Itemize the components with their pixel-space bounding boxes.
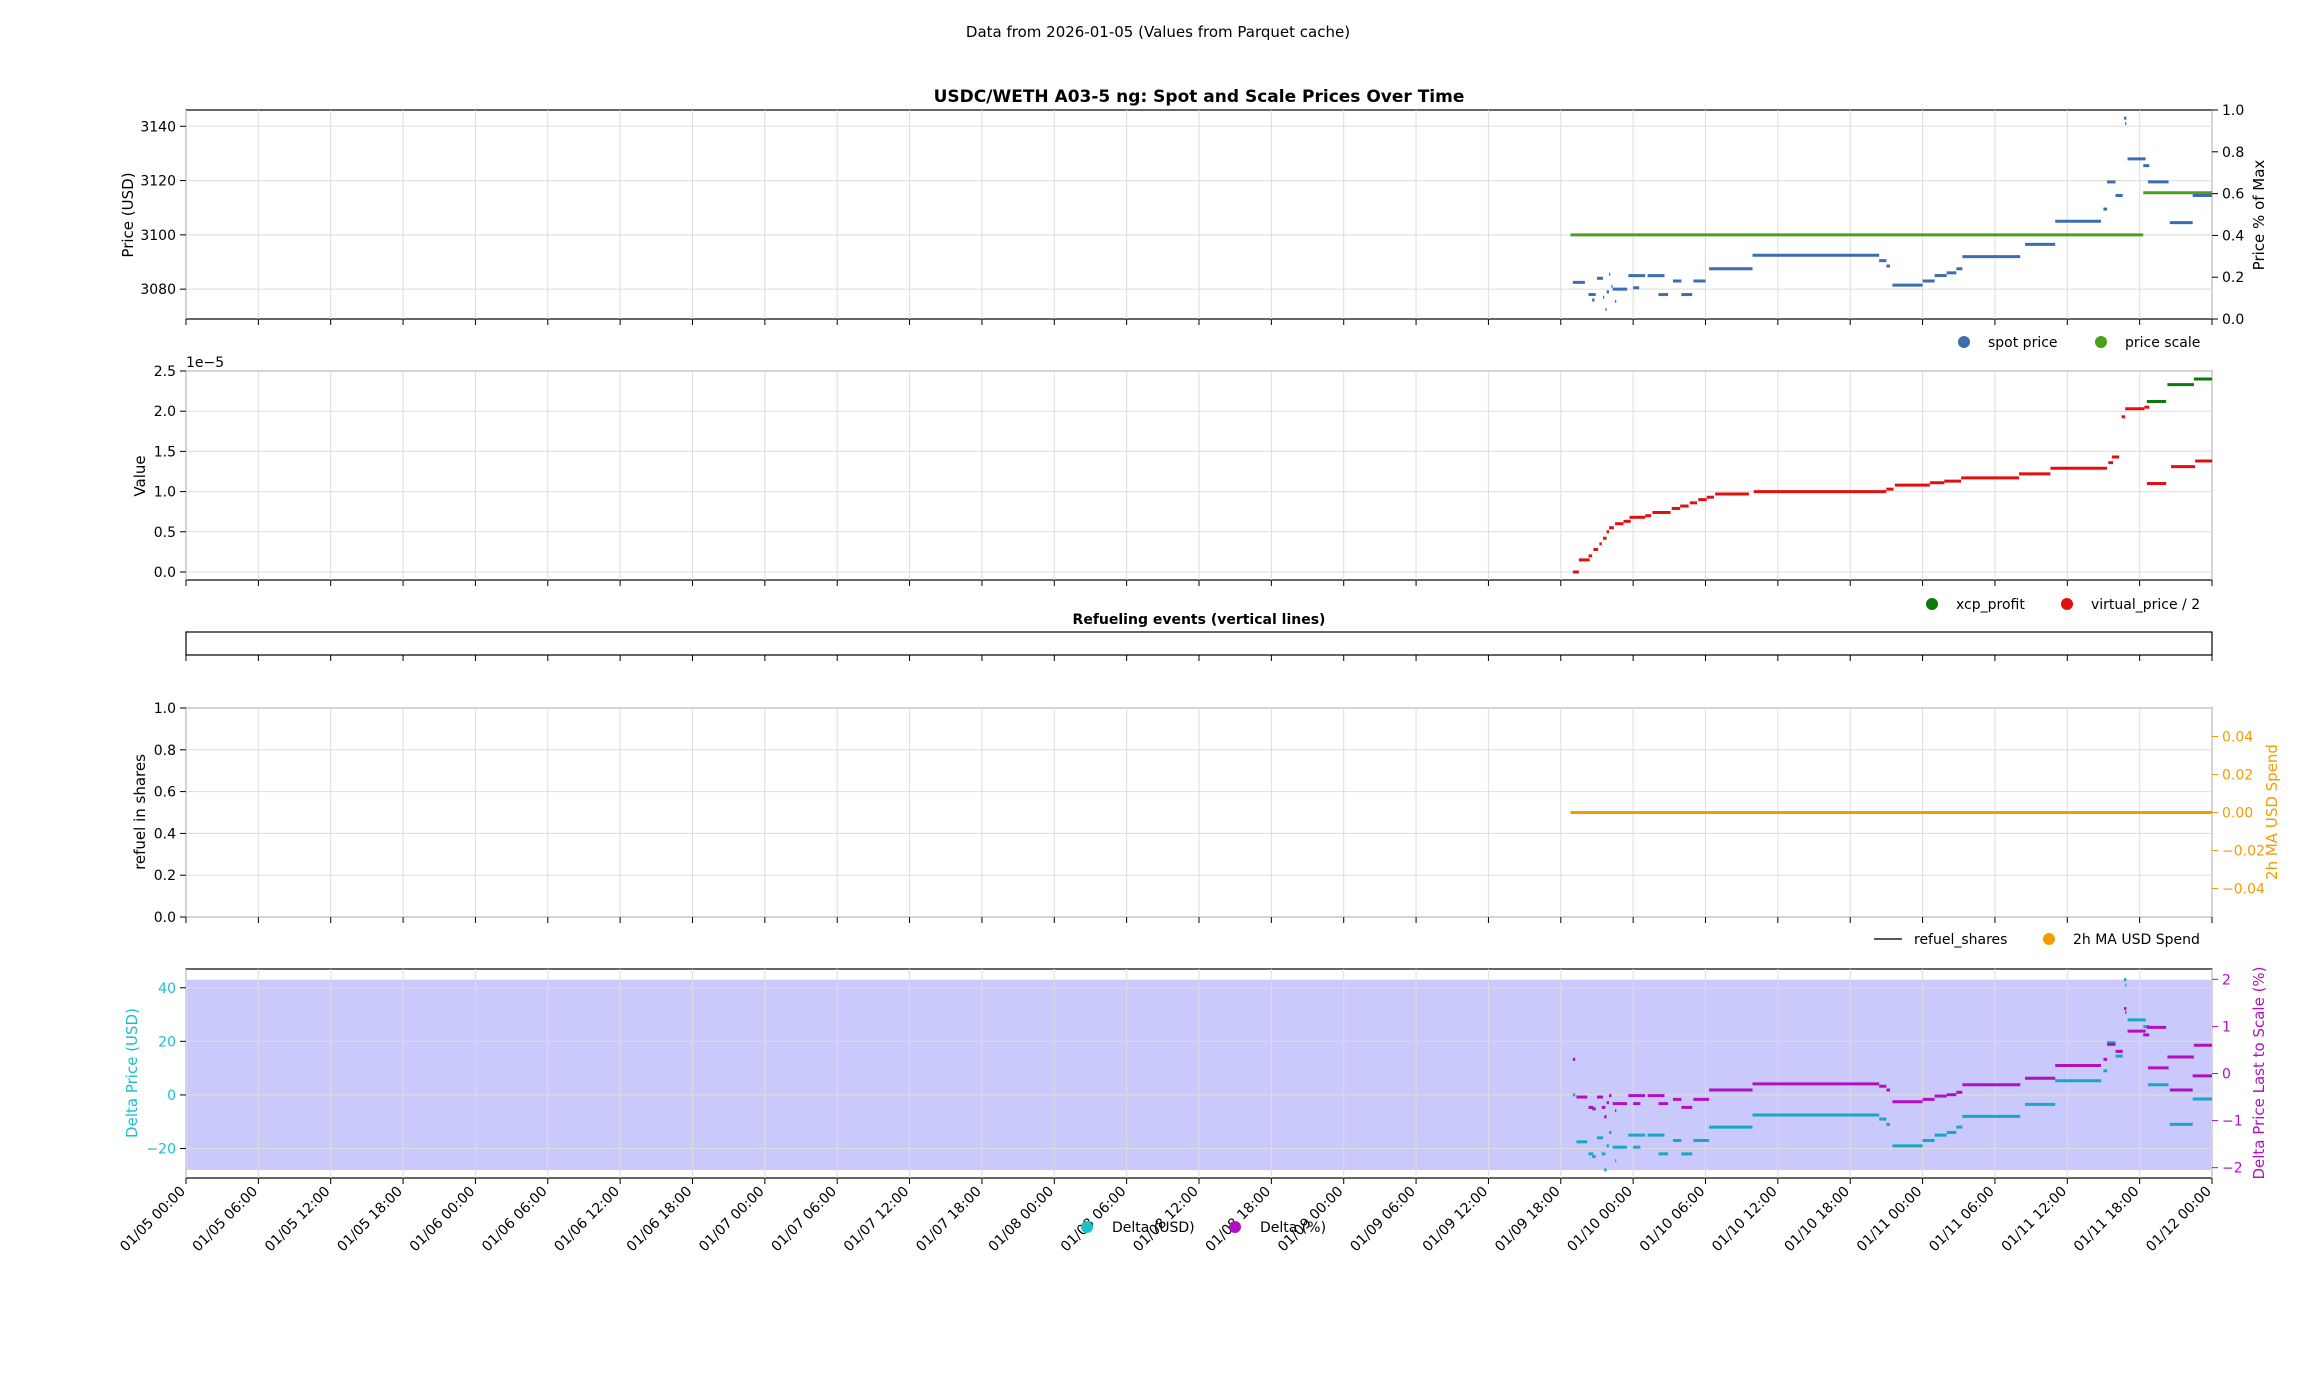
x-tick-label: 01/05 00:00 [117, 1184, 189, 1256]
delta-y-right-label: Delta Price Last to Scale (%) [2250, 966, 2268, 1179]
y-right-tick-label: 0.02 [2222, 768, 2253, 784]
y-right-tick-label: 1.0 [2222, 103, 2244, 119]
y-right-tick-label: 0.00 [2222, 806, 2253, 822]
x-tick-label: 01/05 06:00 [190, 1184, 262, 1256]
y-right-tick-label: −0.04 [2222, 882, 2265, 898]
legend-marker-price-scale [2095, 336, 2107, 348]
delta-y-label: Delta Price (USD) [123, 1008, 141, 1138]
legend-marker-xcp-profit [1926, 598, 1938, 610]
refuel-panel: 0.0 0.2 0.4 0.6 0.8 1.0 −0.04 −0.02 0.00 0.02 0.04… [131, 701, 2281, 948]
y-right-tick-label: 0.04 [2222, 730, 2253, 746]
x-tick-label: 01/05 18:00 [334, 1184, 406, 1256]
y-tick-label: 2.0 [154, 404, 176, 420]
x-tick-label: 01/11 18:00 [2071, 1184, 2143, 1256]
refuel-legend: refuel_shares 2h MA USD Spend [1874, 932, 2200, 948]
price-panel: 3080 3100 3120 3140 0.0 0.2 0.4 0.6 0.8 1.0 USDC/… [119, 87, 2268, 351]
y-tick-label: 0.6 [154, 785, 176, 801]
x-tick-label: 01/07 18:00 [913, 1184, 985, 1256]
x-tick-label: 01/10 18:00 [1782, 1184, 1854, 1256]
x-tick-label: 01/10 06:00 [1637, 1184, 1709, 1256]
x-tick-label: 01/09 12:00 [1420, 1184, 1492, 1256]
legend-label-delta-usd: Delta (USD) [1112, 1220, 1195, 1236]
legend-label-xcp-profit: xcp_profit [1956, 597, 2025, 613]
y-tick-label: 1.0 [154, 701, 176, 717]
price-legend: spot price price scale [1958, 335, 2200, 351]
legend-marker-delta-pct [1229, 1221, 1241, 1233]
x-tick-label: 01/07 00:00 [696, 1184, 768, 1256]
price-chart-title: USDC/WETH A03-5 ng: Spot and Scale Price… [934, 87, 1465, 107]
x-tick-label: 01/06 00:00 [407, 1184, 479, 1256]
legend-label-refuel-shares: refuel_shares [1914, 932, 2007, 948]
legend-label-virtual-price: virtual_price / 2 [2091, 597, 2200, 613]
y-right-tick-label: 0.0 [2222, 312, 2244, 328]
x-tick-label: 01/06 18:00 [624, 1184, 696, 1256]
x-tick-label: 01/06 12:00 [551, 1184, 623, 1256]
refuel-events-panel: Refueling events (vertical lines) [185, 612, 2213, 661]
y-tick-label: 40 [158, 981, 176, 997]
y-tick-label: 0.5 [154, 525, 176, 541]
y-right-tick-label: 0.8 [2222, 145, 2244, 161]
legend-marker-usd-spend [2043, 933, 2055, 945]
y-right-tick-label: −1 [2222, 1114, 2243, 1130]
y-right-tick-label: 2 [2222, 972, 2231, 988]
value-y-label: Value [131, 455, 149, 496]
legend-label-delta-pct: Delta (%) [1260, 1220, 1326, 1236]
y-right-tick-label: 1 [2222, 1019, 2231, 1035]
x-tick-label: 01/06 06:00 [479, 1184, 551, 1256]
legend-marker-spot-price [1958, 336, 1970, 348]
legend-marker-delta-usd [1081, 1221, 1093, 1233]
value-panel: 0.0 0.5 1.0 1.5 2.0 2.5 1e−5 Value xcp_profit… [131, 355, 2213, 613]
legend-marker-virtual-price [2061, 598, 2073, 610]
x-tick-label: 01/11 12:00 [1999, 1184, 2071, 1256]
y-right-tick-label: −2 [2222, 1161, 2243, 1177]
x-tick-label: 01/11 06:00 [1926, 1184, 1998, 1256]
y-tick-label: 3140 [140, 119, 176, 135]
x-tick-label: 01/11 00:00 [1854, 1184, 1926, 1256]
delta-legend: Delta (USD) Delta (%) [1081, 1220, 1326, 1236]
y-tick-label: 0.8 [154, 743, 176, 759]
x-tick-label: 01/07 06:00 [769, 1184, 841, 1256]
spend-y-right-label: 2h MA USD Spend [2263, 744, 2281, 880]
refuel-events-plot-area [185, 631, 2213, 656]
y-tick-label: −20 [146, 1142, 176, 1158]
price-y-label: Price (USD) [119, 172, 137, 257]
y-tick-label: 0.2 [154, 868, 176, 884]
x-tick-label: 01/10 00:00 [1564, 1184, 1636, 1256]
y-tick-label: 20 [158, 1034, 176, 1050]
delta-panel: −20 0 20 40 −2 −1 0 1 2 Delta Price (USD) Delta … [117, 966, 2268, 1255]
x-tick-label: 01/10 12:00 [1709, 1184, 1781, 1256]
refuel-events-title: Refueling events (vertical lines) [1073, 612, 1326, 628]
y-tick-label: 3100 [140, 228, 176, 244]
x-tick-label: 01/09 06:00 [1347, 1184, 1419, 1256]
y-tick-label: 0.4 [154, 826, 176, 842]
legend-label-spot-price: spot price [1988, 335, 2058, 351]
y-tick-label: 0 [167, 1088, 176, 1104]
y-tick-label: 1.0 [154, 485, 176, 501]
y-tick-label: 1.5 [154, 444, 176, 460]
y-tick-label: 2.5 [154, 364, 176, 380]
legend-label-price-scale: price scale [2125, 335, 2200, 351]
price-y-right-label: Price % of Max [2250, 160, 2268, 271]
y-tick-label: 0.0 [154, 910, 176, 926]
y-tick-label: 3080 [140, 282, 176, 298]
x-tick-label: 01/07 12:00 [841, 1184, 913, 1256]
legend-label-usd-spend: 2h MA USD Spend [2073, 932, 2200, 948]
figure-subtitle: Data from 2026-01-05 (Values from Parque… [966, 23, 1350, 41]
y-right-tick-label: −0.02 [2222, 844, 2265, 860]
y-right-tick-label: 0.4 [2222, 228, 2244, 244]
x-tick-label: 01/05 12:00 [262, 1184, 334, 1256]
x-tick-label: 01/09 18:00 [1492, 1184, 1564, 1256]
y-right-tick-label: 0.2 [2222, 270, 2244, 286]
value-offset-text: 1e−5 [186, 355, 224, 371]
y-right-tick-label: 0 [2222, 1067, 2231, 1083]
y-right-tick-label: 0.6 [2222, 187, 2244, 203]
refuel-y-label: refuel in shares [131, 754, 149, 870]
y-tick-label: 0.0 [154, 565, 176, 581]
value-legend: xcp_profit virtual_price / 2 [1926, 597, 2200, 613]
x-tick-label: 01/08 00:00 [986, 1184, 1058, 1256]
y-tick-label: 3120 [140, 174, 176, 190]
x-tick-label: 01/12 00:00 [2143, 1184, 2215, 1256]
